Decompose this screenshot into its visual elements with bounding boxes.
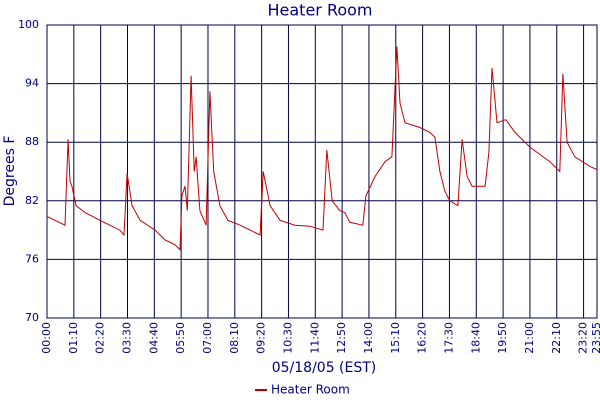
legend-label: Heater Room — [271, 383, 350, 397]
x-tick-label: 00:00 — [40, 322, 53, 354]
y-tick-label: 82 — [25, 194, 39, 207]
data-line — [46, 46, 598, 251]
chart-title: Heater Room — [267, 1, 372, 20]
x-tick-label: 23:55 — [590, 322, 600, 354]
x-tick-label: 02:20 — [94, 322, 107, 354]
x-tick-label: 15:10 — [389, 322, 402, 354]
y-tick-label: 76 — [25, 252, 39, 265]
x-tick-label: 22:10 — [550, 322, 563, 354]
y-tick-label: 100 — [18, 18, 39, 31]
x-tick-label: 18:40 — [469, 322, 482, 354]
x-tick-label: 04:40 — [147, 322, 160, 354]
y-axis-label: Degrees F — [2, 136, 18, 207]
x-tick-label: 05:50 — [174, 322, 187, 354]
x-tick-label: 21:00 — [523, 322, 536, 354]
x-tick-label: 09:20 — [255, 322, 268, 354]
x-tick-label: 23:20 — [577, 322, 590, 354]
y-tick-label: 94 — [25, 77, 39, 90]
x-tick-label: 19:50 — [496, 322, 509, 354]
x-axis-label: 05/18/05 (EST) — [272, 360, 377, 376]
y-tick-label: 88 — [25, 135, 39, 148]
x-tick-label: 08:10 — [228, 322, 241, 354]
x-tick-label: 17:30 — [442, 322, 455, 354]
x-tick-label: 14:00 — [362, 322, 375, 354]
x-tick-label: 12:50 — [335, 322, 348, 354]
x-tick-label: 03:30 — [120, 322, 133, 354]
x-tick-label: 11:40 — [308, 322, 321, 354]
x-tick-label: 01:10 — [67, 322, 80, 354]
x-tick-label: 07:00 — [201, 322, 214, 354]
y-tick-label: 70 — [25, 311, 39, 324]
plot-area — [46, 24, 598, 319]
x-tick-label: 10:30 — [281, 322, 294, 354]
x-tick-label: 16:20 — [416, 322, 429, 354]
